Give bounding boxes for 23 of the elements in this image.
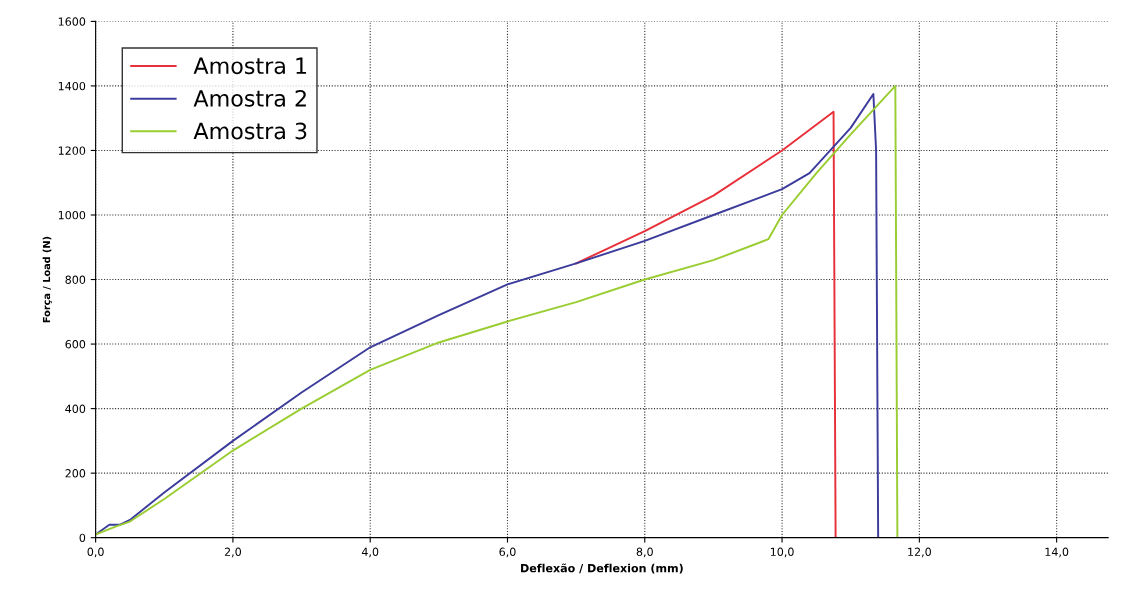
y-tick-label: 1400 [58,81,86,91]
x-tick-label: 8,0 [636,547,653,558]
y-tick-label: 400 [65,404,86,413]
legend-label: Amostra 2 [193,89,306,107]
y-tick-label: 1000 [58,210,86,220]
y-tick-label: 1200 [58,146,86,155]
legend-label: Amostra 1 [193,57,307,75]
y-tick-label: 0 [79,533,86,543]
y-tick-label: 1600 [58,17,86,26]
y-tick-label: 600 [65,340,86,349]
x-tick-label: 6,0 [499,547,516,558]
x-tick-label: 14,0 [1045,547,1069,558]
y-tick-label: 800 [65,275,86,284]
x-tick-label: 4,0 [361,547,379,558]
y-axis-title: Força / Load (N) [42,236,52,323]
y-tick-label: 200 [65,469,86,478]
x-tick-label: 0,0 [87,547,104,558]
x-tick-label: 10,0 [770,547,794,558]
legend-label: Amostra 3 [193,122,307,140]
x-tick-label: 2,0 [224,547,242,558]
x-tick-label: 12,0 [908,547,931,558]
x-axis-title: Deflexão / Deflexion (mm) [521,563,683,574]
line-series [575,110,837,538]
